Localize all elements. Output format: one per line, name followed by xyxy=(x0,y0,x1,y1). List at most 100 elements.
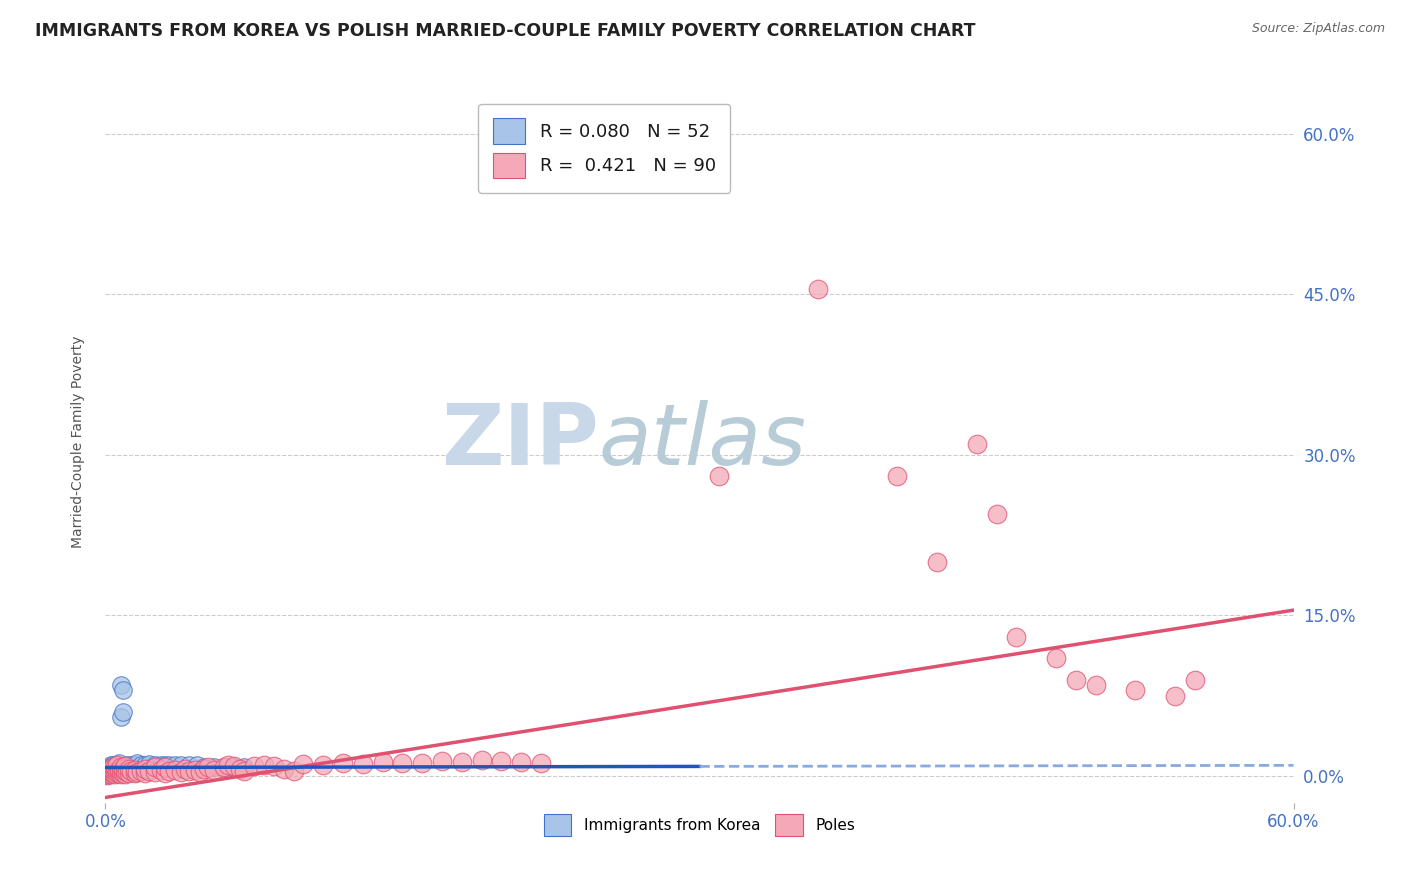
Point xyxy=(925,555,948,569)
Point xyxy=(96,767,118,781)
Point xyxy=(1164,689,1187,703)
Point xyxy=(110,760,132,774)
Point xyxy=(233,760,256,774)
Point xyxy=(105,765,128,780)
Point xyxy=(110,678,132,692)
Point xyxy=(1064,673,1087,687)
Point xyxy=(103,764,125,778)
Point xyxy=(96,764,118,778)
Point xyxy=(103,765,125,780)
Point xyxy=(966,437,988,451)
Point xyxy=(100,764,122,779)
Point xyxy=(114,759,136,773)
Point xyxy=(105,762,128,776)
Point xyxy=(110,767,132,781)
Point xyxy=(163,763,186,777)
Point xyxy=(100,767,122,781)
Point xyxy=(108,760,131,774)
Point xyxy=(143,760,166,774)
Point xyxy=(103,762,125,776)
Text: IMMIGRANTS FROM KOREA VS POLISH MARRIED-COUPLE FAMILY POVERTY CORRELATION CHART: IMMIGRANTS FROM KOREA VS POLISH MARRIED-… xyxy=(35,22,976,40)
Point xyxy=(214,760,236,774)
Point xyxy=(1005,630,1028,644)
Point xyxy=(157,758,180,772)
Point xyxy=(233,764,256,778)
Point xyxy=(163,758,186,772)
Text: atlas: atlas xyxy=(599,400,807,483)
Point xyxy=(224,759,246,773)
Point xyxy=(114,767,136,781)
Point xyxy=(96,764,118,779)
Point xyxy=(112,683,135,698)
Point xyxy=(112,762,135,776)
Point xyxy=(118,765,141,780)
Point xyxy=(153,760,176,774)
Point xyxy=(283,764,305,778)
Point xyxy=(110,764,132,778)
Point xyxy=(1045,651,1067,665)
Point xyxy=(183,763,205,777)
Point xyxy=(112,765,135,780)
Point xyxy=(100,760,122,774)
Point xyxy=(450,755,472,769)
Point xyxy=(110,710,132,724)
Point xyxy=(108,763,131,777)
Point xyxy=(129,758,152,772)
Point xyxy=(127,756,149,771)
Point xyxy=(100,758,122,772)
Point xyxy=(190,764,212,779)
Text: ZIP: ZIP xyxy=(440,400,599,483)
Point xyxy=(530,756,553,771)
Point xyxy=(143,764,166,779)
Point xyxy=(217,758,239,772)
Point xyxy=(100,763,122,777)
Point xyxy=(98,760,121,774)
Point xyxy=(193,760,215,774)
Point xyxy=(104,763,127,777)
Point xyxy=(886,469,908,483)
Point xyxy=(170,758,193,772)
Point xyxy=(100,764,122,779)
Point xyxy=(173,762,195,776)
Point xyxy=(430,754,453,768)
Point xyxy=(157,764,180,778)
Point xyxy=(312,758,335,772)
Point xyxy=(253,758,276,772)
Legend: Immigrants from Korea, Poles: Immigrants from Korea, Poles xyxy=(538,808,860,842)
Point xyxy=(104,759,127,773)
Point xyxy=(120,758,142,772)
Point xyxy=(352,757,374,772)
Point xyxy=(129,764,152,778)
Point xyxy=(263,759,285,773)
Point xyxy=(104,760,127,774)
Point xyxy=(112,705,135,719)
Point xyxy=(197,760,219,774)
Point xyxy=(491,754,513,768)
Point xyxy=(103,758,125,772)
Point xyxy=(108,756,131,771)
Point xyxy=(105,764,128,779)
Point xyxy=(104,764,127,778)
Point xyxy=(96,768,118,782)
Point xyxy=(105,758,128,772)
Y-axis label: Married-Couple Family Poverty: Married-Couple Family Poverty xyxy=(70,335,84,548)
Point xyxy=(149,763,172,777)
Point xyxy=(127,764,149,779)
Point xyxy=(709,469,731,483)
Point xyxy=(98,764,121,779)
Point xyxy=(134,765,156,780)
Point xyxy=(292,757,315,772)
Point xyxy=(108,764,131,778)
Point xyxy=(100,762,122,776)
Point xyxy=(104,767,127,781)
Point xyxy=(96,768,118,782)
Point xyxy=(96,765,118,780)
Point xyxy=(391,756,413,771)
Point xyxy=(114,764,136,778)
Point xyxy=(103,760,125,774)
Point xyxy=(1184,673,1206,687)
Point xyxy=(138,757,160,772)
Point xyxy=(153,765,176,780)
Point xyxy=(103,765,125,780)
Point xyxy=(170,764,193,779)
